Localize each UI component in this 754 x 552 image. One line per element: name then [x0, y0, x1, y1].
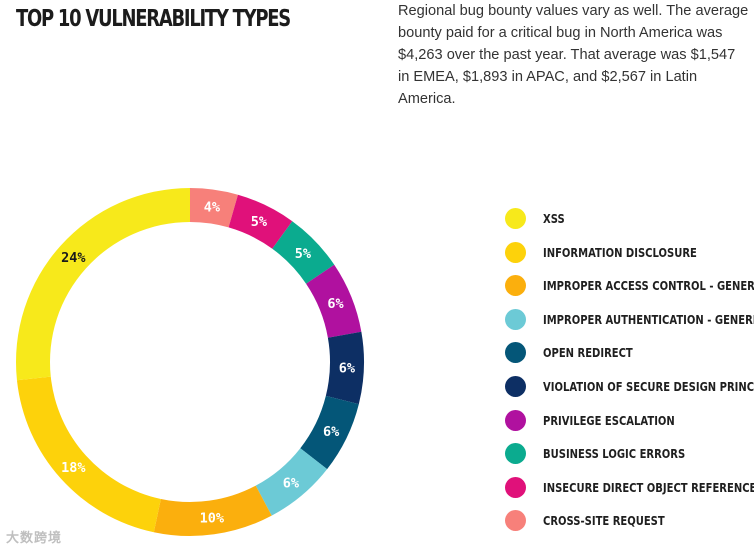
legend-item: PRIVILEGE ESCALATION: [505, 407, 750, 441]
slice-label: 6%: [339, 360, 356, 376]
legend-item: CROSS-SITE REQUEST: [505, 507, 750, 541]
legend-swatch: [505, 409, 526, 431]
legend-label: OPEN REDIRECT: [543, 345, 633, 361]
slice-label: 6%: [327, 296, 344, 312]
legend-item: XSS: [505, 205, 750, 239]
slice-label: 5%: [251, 214, 268, 230]
slice-label: 4%: [204, 200, 221, 216]
donut-chart: 4% 5% 5% 6% 6% 6% 6% 10% 18% 24%: [15, 188, 364, 536]
legend-swatch: [505, 308, 526, 330]
legend-label: BUSINESS LOGIC ERRORS: [543, 446, 686, 462]
legend-label: INSECURE DIRECT OBJECT REFERENCE: [543, 479, 754, 495]
legend-item: BUSINESS LOGIC ERRORS: [505, 440, 750, 474]
legend-swatch: [505, 342, 526, 364]
slice-improper-access-control-generic: [153, 485, 272, 536]
legend-swatch: [505, 375, 526, 397]
slice-label: 10%: [200, 510, 225, 526]
legend-label: XSS: [543, 211, 565, 226]
chart-legend: XSS INFORMATION DISCLOSURE IMPROPER ACCESS…: [505, 205, 754, 541]
slice-improper-authentication-generic: [255, 448, 328, 516]
slice-label: 18%: [61, 460, 86, 476]
legend-label: IMPROPER ACCESS CONTROL - GENERIC: [543, 278, 754, 294]
legend-item: IMPROPER ACCESS CONTROL - GENERIC: [505, 272, 754, 306]
legend-item: INFORMATION DISCLOSURE: [505, 239, 750, 273]
legend-label: IMPROPER AUTHENTICATION - GENERIC: [543, 311, 754, 327]
legend-label: CROSS-SITE REQUEST: [543, 513, 665, 529]
legend-label: INFORMATION DISCLOSURE: [543, 244, 697, 260]
watermark-text: 大数跨境: [6, 531, 63, 546]
legend-label: VIOLATION OF SECURE DESIGN PRINCIPLES: [543, 378, 754, 394]
intro-paragraph: Regional bug bounty values vary as well.…: [398, 3, 749, 107]
legend-label: PRIVILEGE ESCALATION: [543, 412, 675, 428]
slice-information-disclosure: [16, 376, 161, 533]
legend-item: IMPROPER AUTHENTICATION - GENERIC: [505, 306, 754, 340]
legend-item: INSECURE DIRECT OBJECT REFERENCE: [505, 474, 754, 508]
legend-swatch: [505, 510, 526, 532]
legend-swatch: [505, 275, 526, 297]
slice-xss: [15, 188, 190, 381]
legend-item: OPEN REDIRECT: [505, 339, 750, 373]
legend-swatch: [505, 208, 526, 229]
slice-label: 24%: [61, 250, 86, 266]
chart-title: TOP 10 VULNERABILITY TYPES: [16, 6, 291, 32]
legend-swatch: [505, 476, 526, 498]
slice-insecure-direct-object-reference: [228, 194, 293, 249]
slice-business-logic-errors: [272, 221, 335, 284]
slice-privilege-escalation: [306, 264, 362, 338]
legend-swatch: [505, 241, 526, 263]
slice-label: 5%: [295, 246, 312, 262]
slice-label: 6%: [283, 475, 300, 491]
slice-open-redirect: [300, 395, 359, 470]
slice-cross-site-request: [190, 188, 238, 228]
legend-item: VIOLATION OF SECURE DESIGN PRINCIPLES: [505, 373, 754, 407]
slice-label: 6%: [323, 424, 340, 440]
slice-violation-of-secure-design-principles: [325, 331, 364, 405]
legend-swatch: [505, 443, 526, 465]
